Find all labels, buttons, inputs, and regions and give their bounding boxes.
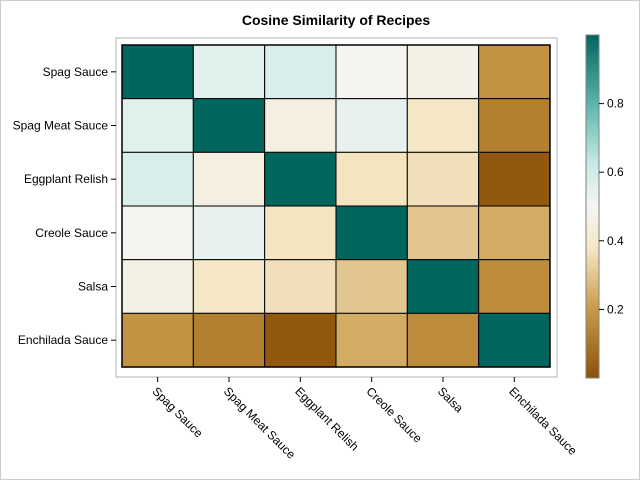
heatmap-cell [478,98,551,153]
heatmap-cell [335,151,408,207]
y-axis-tick-labels: Spag Sauce Spag Meat Sauce Eggplant Relish… [13,65,116,347]
y-axis-tick-label: Salsa [78,280,108,294]
heatmap-cell [192,98,266,153]
y-axis-tick-label: Spag Meat Sauce [13,119,109,133]
chart-title: Cosine Similarity of Recipes [242,12,430,28]
plot-frame [115,37,558,378]
colorbar-gradient [585,34,600,379]
heatmap-cell [264,259,337,314]
heatmap-cell [406,151,480,207]
y-axis-tick-label: Creole Sauce [35,226,108,240]
heatmap-cell [478,44,551,100]
colorbar-tick-label: 0.6 [607,165,624,179]
heatmap-cell [121,312,194,368]
heatmap-cell [264,205,337,261]
heatmap-cell [121,259,194,314]
heatmap-cell [478,259,551,314]
heatmap-cell [264,312,337,368]
heatmap-cell [264,151,337,207]
heatmap-cell [478,205,551,261]
heatmap-cell [335,205,408,261]
heatmap-cell [121,44,194,100]
heatmap-cell [406,98,480,153]
y-axis-tick-label: Eggplant Relish [24,172,108,186]
heatmap-cell [121,151,194,207]
heatmap-cell [406,44,480,100]
heatmap-cell [406,205,480,261]
heatmap-cell [121,205,194,261]
heatmap-cells [121,44,551,368]
heatmap-cell [192,312,266,368]
colorbar-tick-label: 0.2 [607,302,624,316]
heatmap-cell [264,98,337,153]
heatmap-cell [335,98,408,153]
heatmap-cell [335,44,408,100]
heatmap-cell [192,151,266,207]
heatmap-cell [264,44,337,100]
heatmap-cell [406,259,480,314]
heatmap-cell [406,312,480,368]
heatmap-cell [478,151,551,207]
y-axis-tick-label: Spag Sauce [43,65,109,79]
colorbar-tick-label: 0.4 [607,234,624,248]
y-axis-tick-label: Enchilada Sauce [18,333,108,347]
heatmap-border [121,44,551,368]
colorbar: 0.2 0.4 0.6 0.8 [585,34,624,379]
heatmap-cell [192,205,266,261]
heatmap-cell [478,312,551,368]
heatmap-cell [121,98,194,153]
heatmap-cell [335,259,408,314]
colorbar-tick-label: 0.8 [607,97,624,111]
heatmap-cell [192,44,266,100]
heatmap-cell [335,312,408,368]
heatmap-cell [192,259,266,314]
